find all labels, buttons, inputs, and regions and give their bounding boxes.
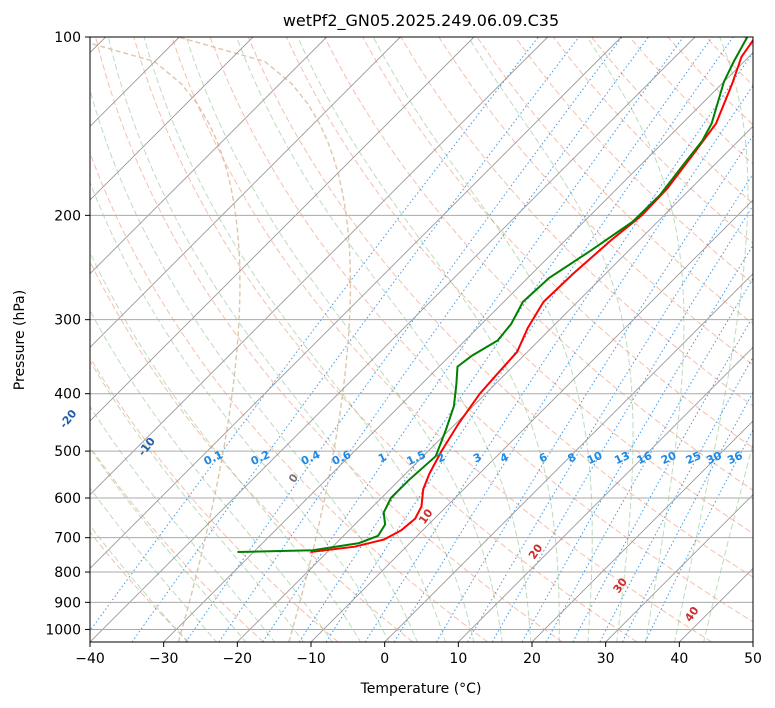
x-axis-ticks: −40 −30 −20 −10 0 10 20 30 40 50 <box>75 642 762 667</box>
dry-adiabat-line <box>90 151 488 642</box>
x-tick-label: −10 <box>296 651 326 667</box>
isotherm-gridline <box>458 346 753 642</box>
dry-adiabat-line <box>285 37 753 534</box>
isotherm-gridline <box>90 37 475 422</box>
mixing-ratio-line <box>393 84 753 642</box>
moist-adiabat-line <box>143 37 475 642</box>
moist-adiabat-line <box>586 37 685 642</box>
y-axis-ticks: 100 200 300 400 500 600 700 800 900 1000 <box>45 30 90 638</box>
isotherm-gridline <box>90 37 254 201</box>
mixing-ratio-line <box>262 37 684 642</box>
mixing-ratio-line <box>325 37 734 642</box>
y-tick-label: 600 <box>54 491 81 507</box>
moist-adiabat-line <box>90 180 390 642</box>
y-tick-label: 200 <box>54 208 81 224</box>
dry-adiabat-line <box>514 37 753 285</box>
isotherm-gridline <box>90 37 327 275</box>
moist-adiabat-line <box>372 37 593 642</box>
mixing-ratio-line <box>435 134 753 642</box>
isotherm-gridline <box>531 420 753 642</box>
isotherm-gridline <box>384 273 753 642</box>
x-tick-label: 40 <box>670 651 688 667</box>
dry-adiabat-line <box>400 37 753 407</box>
moist-adiabat-line <box>90 405 276 642</box>
y-tick-label: 500 <box>54 444 81 460</box>
dry-adiabat-line <box>247 37 753 578</box>
y-tick-label: 300 <box>54 313 81 329</box>
mixing-ratio-label: 20 <box>659 449 679 467</box>
mixing-ratio-label: 36 <box>725 449 745 467</box>
moist-adiabat-line <box>185 37 503 642</box>
x-tick-label: 0 <box>380 651 389 667</box>
isotherm-gridline <box>90 37 622 569</box>
chart-title: wetPf2_GN05.2025.249.06.09.C35 <box>283 11 559 31</box>
y-axis-label: Pressure (hPa) <box>12 290 28 390</box>
temperature-profile-line <box>310 38 753 553</box>
mixing-ratio-line <box>90 37 539 632</box>
dry-adiabat-line <box>362 37 753 449</box>
background-lines <box>90 37 753 642</box>
dry-adiabat-line <box>95 37 563 642</box>
y-tick-label: 400 <box>54 387 81 403</box>
mixing-ratio-line <box>491 204 753 642</box>
moist-adiabat-line <box>90 447 247 642</box>
mixing-ratio-line <box>467 173 753 642</box>
mixing-ratio-label: 16 <box>635 449 655 467</box>
x-tick-label: −20 <box>223 651 253 667</box>
isotherm-gridline <box>163 52 753 642</box>
moist-adiabat-line <box>467 37 634 642</box>
sounding-profiles <box>237 37 753 553</box>
isotherm-gridline <box>605 494 753 642</box>
x-tick-label: 30 <box>597 651 615 667</box>
mixing-ratio-line <box>521 244 753 642</box>
mixing-ratio-line <box>364 51 753 642</box>
isotherm-gridline <box>237 125 753 642</box>
y-tick-label: 1000 <box>45 622 81 638</box>
moist-adiabat-line <box>90 524 188 642</box>
moist-adiabat-line <box>90 88 418 642</box>
moist-adiabat-line <box>90 251 362 642</box>
x-tick-label: −40 <box>75 651 105 667</box>
dry-adiabat-line <box>90 445 264 642</box>
mixing-ratio-label: 30 <box>704 449 724 467</box>
dry-adiabat-line <box>133 37 638 642</box>
dry-adiabat-line <box>171 37 712 642</box>
x-tick-label: 10 <box>449 651 467 667</box>
y-tick-label: 800 <box>54 565 81 581</box>
isotherm-gridline <box>310 199 753 642</box>
x-tick-label: −30 <box>149 651 179 667</box>
mixing-ratio-line <box>545 277 753 642</box>
dry-adiabat-line <box>209 37 753 623</box>
isotherm-gridline <box>90 37 548 496</box>
moist-adiabat-line <box>674 37 749 642</box>
mixing-ratio-label: 25 <box>684 449 703 467</box>
isotherm-gridline <box>90 37 696 642</box>
moist-adiabat-line <box>297 37 560 642</box>
dry-adiabat-line <box>90 356 339 642</box>
mixing-ratio-label: 10 <box>585 449 605 467</box>
y-tick-label: 700 <box>54 531 81 547</box>
dewpoint-profile-line <box>237 37 749 553</box>
x-tick-label: 20 <box>523 651 541 667</box>
guide-curve-line <box>90 42 241 642</box>
mixing-ratio-line <box>185 37 623 642</box>
x-axis-label: Temperature (°C) <box>360 681 482 697</box>
y-tick-label: 100 <box>54 30 81 46</box>
mixing-ratio-line <box>644 428 753 642</box>
isotherm-gridline <box>90 37 401 348</box>
moist-adiabat-line <box>90 360 305 642</box>
guide-curve-line <box>178 37 352 642</box>
x-tick-label: 50 <box>744 651 762 667</box>
dry-adiabat-line <box>90 531 190 642</box>
y-tick-label: 900 <box>54 595 81 611</box>
dry-adiabat-line <box>438 37 753 366</box>
moist-adiabat-line <box>236 37 532 642</box>
mixing-ratio-label: 13 <box>612 449 631 467</box>
plot-frame <box>89 36 754 643</box>
